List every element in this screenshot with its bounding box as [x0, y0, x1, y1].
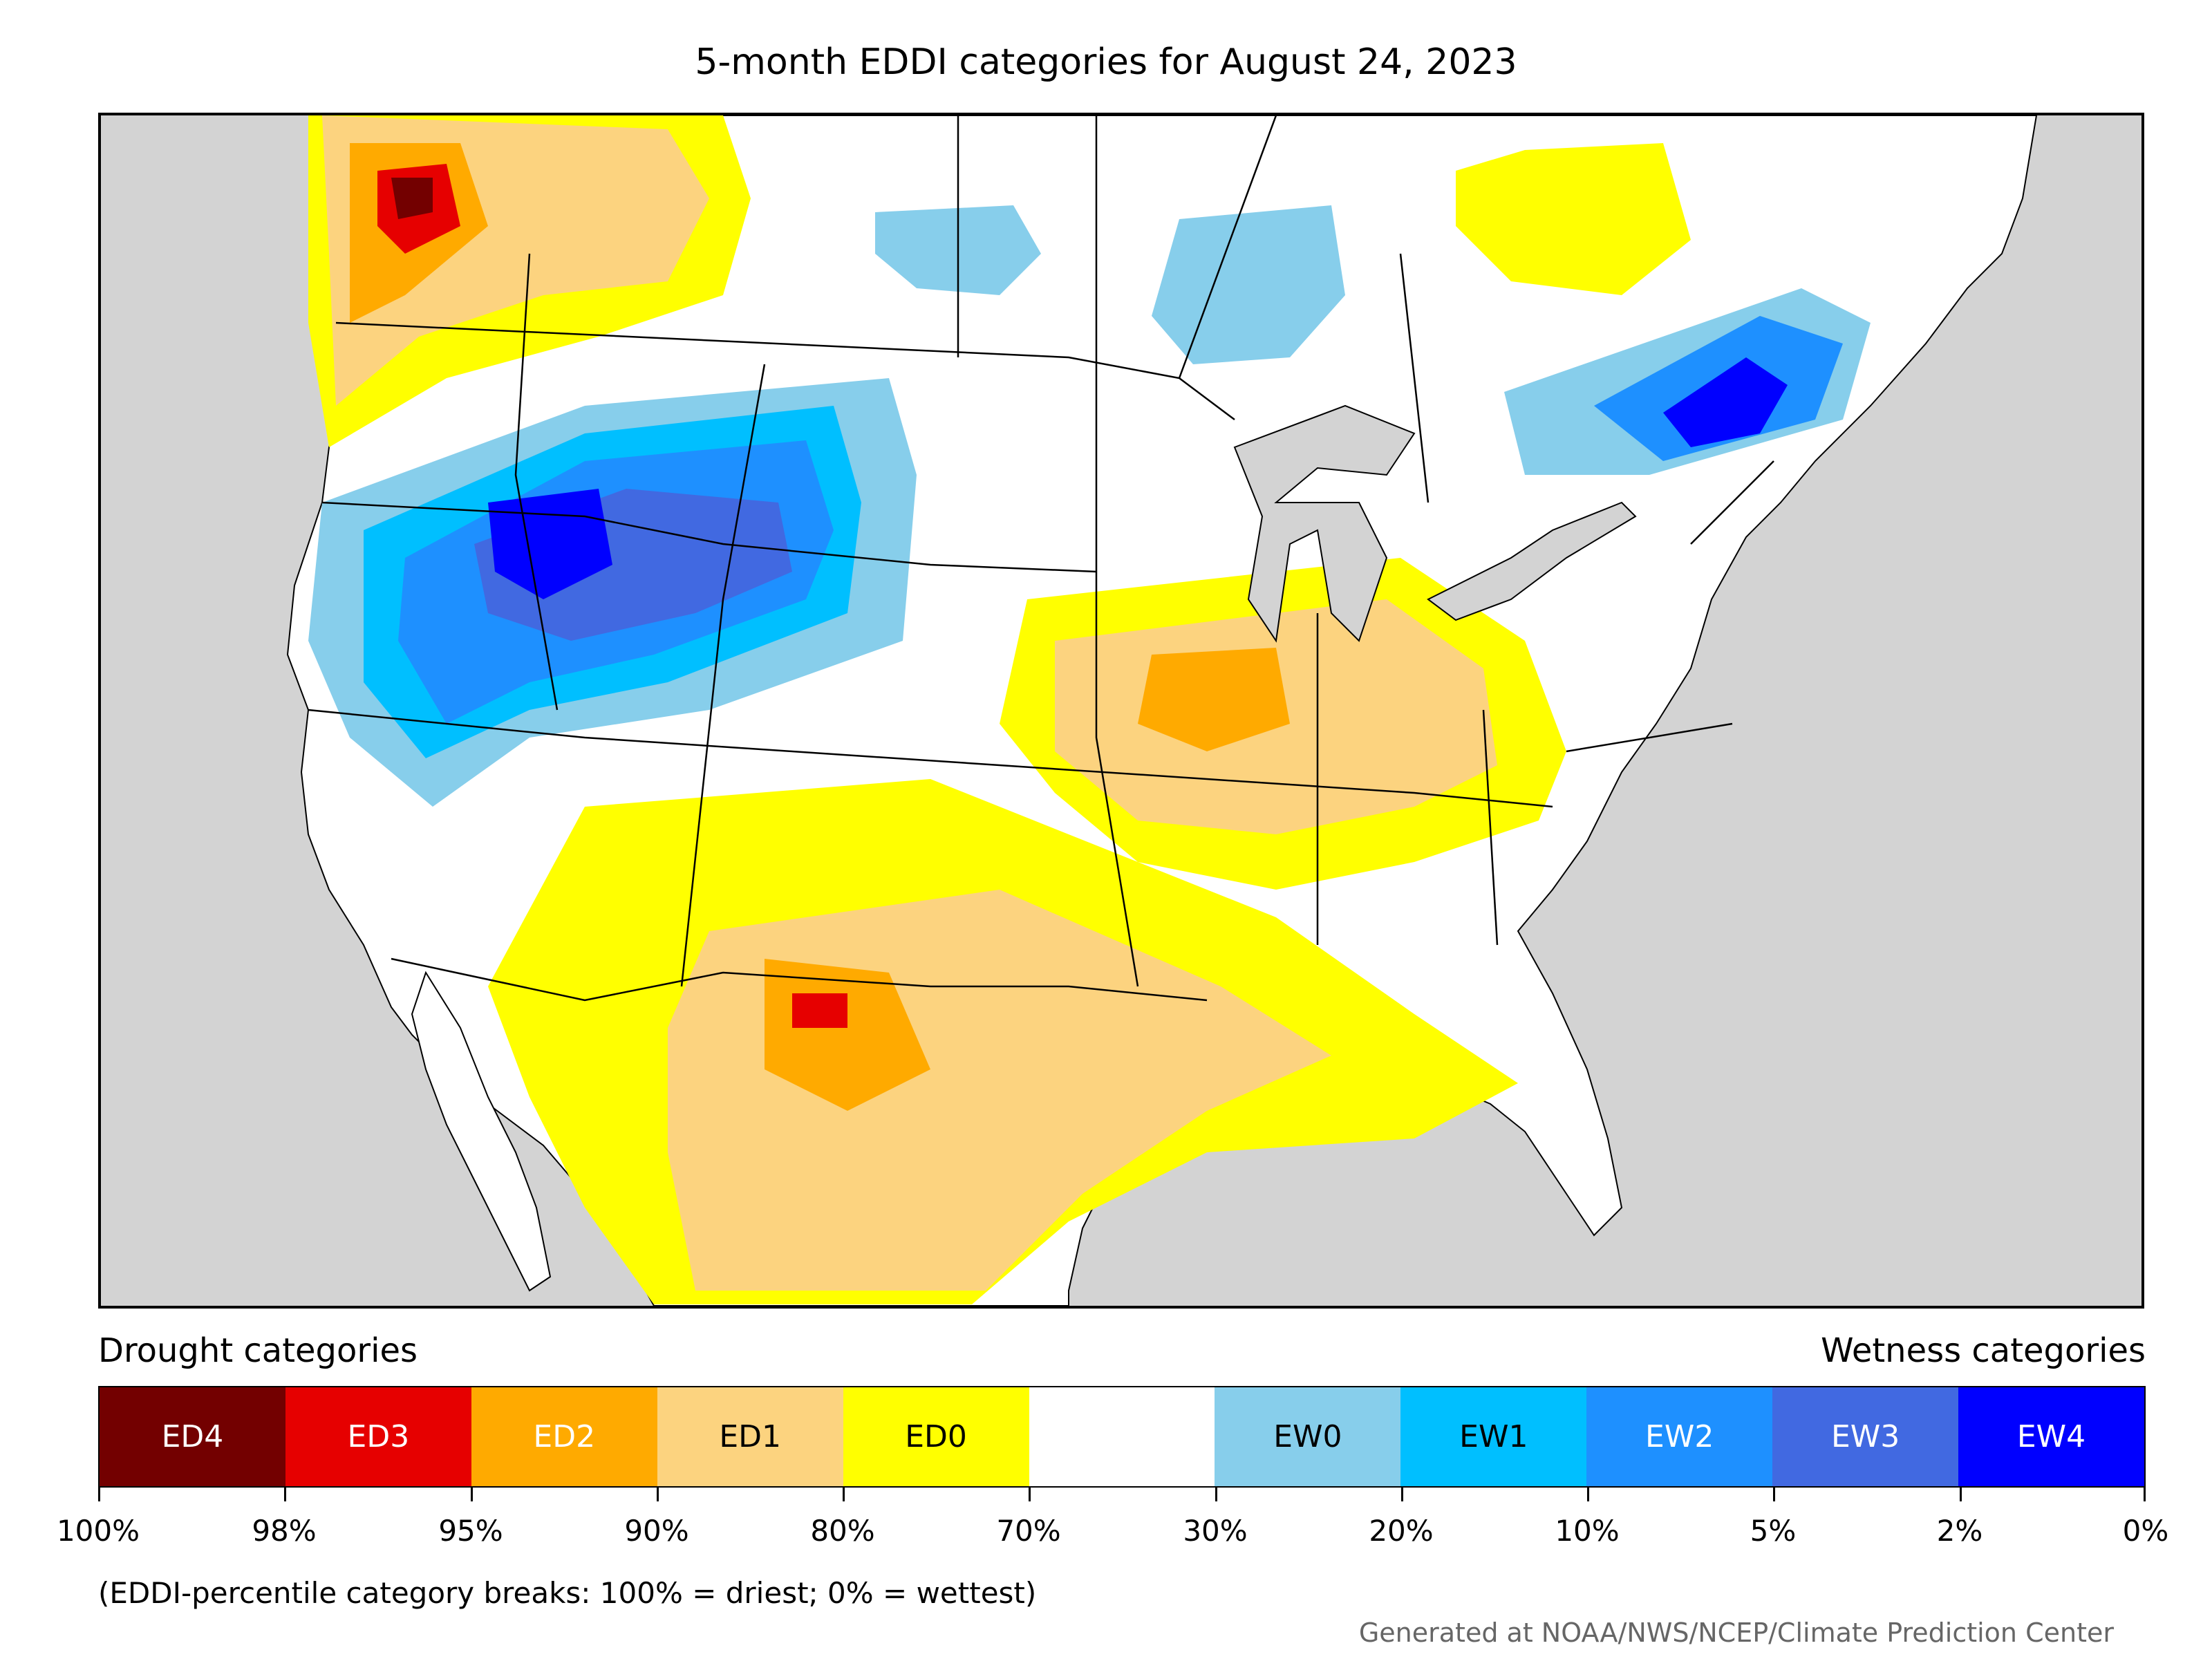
colorbar-tick-label: 70%: [996, 1514, 1061, 1548]
region-ew0-prairies: [1152, 205, 1345, 364]
colorbar-segment-ed4: ED4: [100, 1387, 285, 1486]
land-baja: [411, 971, 552, 1292]
drought-categories-heading: Drought categories: [98, 1331, 418, 1370]
colorbar-tick: [843, 1486, 845, 1501]
colorbar-tick-labels: 100% 98% 95% 90% 80% 70% 30% 20% 10% 5% 2% 0%: [57, 1514, 2168, 1555]
colorbar-tick-label: 100%: [56, 1514, 140, 1548]
map-panel: [98, 113, 2144, 1309]
colorbar-tick: [2144, 1486, 2146, 1501]
eddi-map: [286, 115, 2038, 1306]
colorbar-segment-ed0: ED0: [843, 1387, 1029, 1486]
lake-erie-ontario: [1427, 501, 1637, 621]
colorbar-segment-ew2: EW2: [1586, 1387, 1773, 1486]
colorbar-tick: [1773, 1486, 1775, 1501]
colorbar-tick: [1029, 1486, 1031, 1501]
colorbar-tick: [471, 1486, 473, 1501]
credit-line: Generated at NOAA/NWS/NCEP/Climate Predi…: [1358, 1618, 2114, 1648]
colorbar-segment-ed1: ED1: [657, 1387, 843, 1486]
colorbar-tick-label: 80%: [810, 1514, 875, 1548]
colorbar-tick: [1215, 1486, 1217, 1501]
colorbar-segment-normal: [1029, 1387, 1215, 1486]
colorbar-tick-label: 98%: [252, 1514, 317, 1548]
colorbar-tick-label: 30%: [1183, 1514, 1248, 1548]
colorbar-segment-ew3: EW3: [1772, 1387, 1959, 1486]
colorbar-tick: [657, 1486, 659, 1501]
colorbar-tick: [284, 1486, 286, 1501]
colorbar-tick-label: 95%: [438, 1514, 503, 1548]
colorbar-tick: [98, 1486, 100, 1501]
region-ed3-south: [792, 993, 847, 1028]
colorbar-tick-label: 2%: [1936, 1514, 1983, 1548]
colorbar-tick-label: 10%: [1555, 1514, 1620, 1548]
region-ed2-central: [1138, 648, 1290, 751]
region-ew4-northeast: [1663, 357, 1788, 447]
region-ed4-pnw: [391, 178, 433, 219]
colorbar-segment-ew0: EW0: [1215, 1387, 1401, 1486]
colorbar-tick: [1587, 1486, 1589, 1501]
wetness-categories-heading: Wetness categories: [1821, 1331, 2146, 1370]
colorbar-tick-label: 90%: [624, 1514, 689, 1548]
great-lakes: [1233, 404, 1416, 643]
colorbar-segment-ew1: EW1: [1400, 1387, 1587, 1486]
category-colorbar: ED4 ED3 ED2 ED1 ED0 EW0 EW1 EW2 EW3 EW4: [98, 1386, 2146, 1488]
political-borders: [308, 115, 1774, 1002]
region-ed0-quebec: [1456, 143, 1691, 295]
colorbar-tick: [1960, 1486, 1962, 1501]
map-title: 5-month EDDI categories for August 24, 2…: [695, 41, 1517, 83]
colorbar-ticks: [98, 1486, 2146, 1507]
colorbar-segment-ew4: EW4: [1958, 1387, 2144, 1486]
colorbar-segment-ed2: ED2: [471, 1387, 657, 1486]
colorbar-tick: [1401, 1486, 1403, 1501]
percentile-note: (EDDI-percentile category breaks: 100% =…: [98, 1576, 1037, 1610]
colorbar-tick-label: 5%: [1750, 1514, 1797, 1548]
colorbar-segment-ed3: ED3: [285, 1387, 471, 1486]
colorbar-tick-label: 20%: [1369, 1514, 1434, 1548]
colorbar-tick-label: 0%: [2122, 1514, 2169, 1548]
